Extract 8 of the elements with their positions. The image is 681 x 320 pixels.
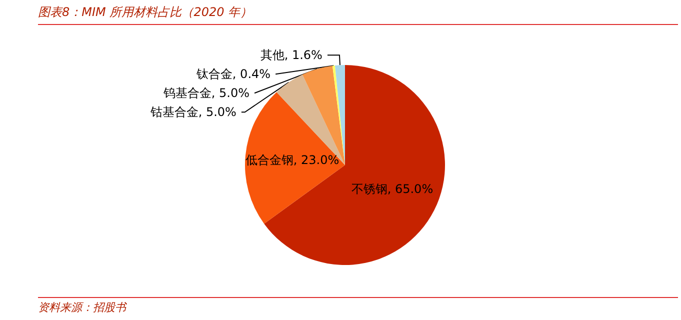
- slice-label: 钨基合金, 5.0%: [162, 86, 250, 100]
- slice-label: 钴基合金, 5.0%: [149, 105, 236, 120]
- slice-label: 低合金钢, 23.0%: [245, 153, 340, 168]
- chart-title: 图表8：MIM 所用材料占比（2020 年）: [38, 4, 678, 25]
- slice-label: 其他, 1.6%: [260, 48, 322, 62]
- slice-label: 不锈钢, 65.0%: [351, 182, 434, 196]
- slice-label: 钛合金, 0.4%: [195, 67, 271, 82]
- text: 资料来源：招股书: [38, 297, 678, 315]
